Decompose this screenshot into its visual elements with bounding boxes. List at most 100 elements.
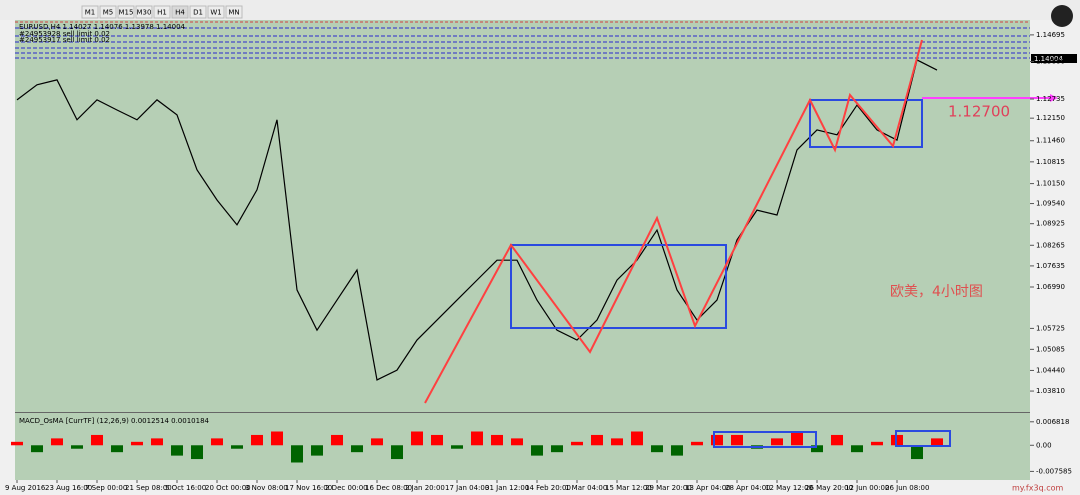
macd-bar <box>771 438 783 446</box>
timeframe-label: H4 <box>175 9 185 17</box>
x-tick-label: 9 Aug 2016 <box>5 484 46 492</box>
macd-bar <box>671 445 683 456</box>
timeframe-label: W1 <box>210 9 221 17</box>
timeframe-button[interactable] <box>81 5 99 19</box>
macd-bar <box>631 431 643 446</box>
toolbar <box>0 0 1080 20</box>
y-tick-label: 1.03810 <box>1036 387 1065 395</box>
macd-bar <box>11 441 23 446</box>
plot <box>11 59 943 463</box>
macd-bar <box>231 445 243 449</box>
y-tick-label: 1.05085 <box>1036 345 1065 353</box>
y-tick-label: 1.10150 <box>1036 180 1065 188</box>
timeframe-label: M1 <box>85 9 96 17</box>
macd-bar <box>851 445 863 453</box>
macd-bar <box>191 445 203 460</box>
macd-bar <box>251 434 263 446</box>
x-tick-label: 23 Aug 16:00 <box>45 484 92 492</box>
y-tick-label: 1.12735 <box>1036 95 1065 103</box>
x-tick-label: 2 Dec 00:00 <box>325 484 368 492</box>
timeframe-button[interactable] <box>135 5 153 19</box>
timeframe-button[interactable] <box>153 5 171 19</box>
y-tick-label: 1.07635 <box>1036 262 1065 270</box>
x-tick-label: 20 Oct 00:00 <box>205 484 251 492</box>
y-tick-label: 1.09540 <box>1036 200 1065 208</box>
timeframe-label: M30 <box>137 9 152 17</box>
x-tick-label: 13 Apr 04:00 <box>685 484 731 492</box>
x-tick-label: 1 Mar 04:00 <box>565 484 607 492</box>
current-price-box <box>1031 54 1077 63</box>
macd-bar <box>331 434 343 446</box>
macd-bar <box>831 434 843 446</box>
y-tick-label: 1.04440 <box>1036 366 1065 374</box>
macd-bar <box>311 445 323 456</box>
y-tick-label: 1.12150 <box>1036 114 1065 122</box>
annotations <box>424 39 1058 448</box>
macd-bar <box>571 441 583 446</box>
macd-bar <box>931 438 943 446</box>
macd-bar <box>171 445 183 456</box>
x-tick-label: 17 Nov 16:00 <box>285 484 332 492</box>
y-tick-label: 1.08925 <box>1036 220 1065 228</box>
y-tick-label: 0.006818 <box>1036 418 1069 426</box>
macd-bar <box>611 438 623 446</box>
macd-bar <box>291 445 303 463</box>
timeframe-button[interactable] <box>189 5 207 19</box>
macd-bar <box>731 434 743 446</box>
x-tick-label: 12 Jun 00:00 <box>845 484 889 492</box>
order-label: #24953917 sell limit 0.02 <box>19 36 110 44</box>
timeframe-button[interactable] <box>207 5 225 19</box>
x-tick-label: 5 Oct 16:00 <box>165 484 206 492</box>
timeframe-bar: M1 M5 M15 M30 H1 H4 D1 W1 MN <box>81 5 243 19</box>
macd-bar <box>551 445 563 453</box>
x-tick-label: 16 Dec 08:00 <box>365 484 412 492</box>
x-tick-label: 2 Jan 20:00 <box>405 484 445 492</box>
y-tick-label: 1.10815 <box>1036 158 1065 166</box>
y-tick-label: 1.11460 <box>1036 137 1065 145</box>
macd-bar <box>91 434 103 446</box>
macd-bar <box>211 438 223 446</box>
macd-bar <box>591 434 603 446</box>
macd-bar <box>531 445 543 456</box>
macd-bar <box>131 441 143 446</box>
macd-bar <box>71 445 83 449</box>
timeframe-button[interactable] <box>171 5 189 19</box>
macd-bar <box>271 431 283 446</box>
x-tick-label: 17 Jan 04:00 <box>445 484 489 492</box>
current-price: 1.14004 <box>1034 55 1063 63</box>
y-tick-label: 1.14695 <box>1036 31 1065 39</box>
x-tick-label: 3 Nov 08:00 <box>245 484 288 492</box>
macd-bar <box>471 431 483 446</box>
macd-bar <box>111 445 123 453</box>
macd-bar <box>411 431 423 446</box>
avatar[interactable] <box>1051 5 1073 27</box>
y-tick-label: 1.05725 <box>1036 324 1065 332</box>
timeframe-button[interactable] <box>117 5 135 19</box>
y-tick-label: 1.08265 <box>1036 241 1065 249</box>
timeframe-button[interactable] <box>99 5 117 19</box>
macd-bar <box>31 445 43 453</box>
symbol-line: EURUSD,H4 1.14027 1.14076 1.13978 1.1400… <box>19 23 186 31</box>
y-tick-label: 1.06990 <box>1036 283 1065 291</box>
x-tick-label: 31 Jan 12:00 <box>485 484 529 492</box>
timeframe-button[interactable] <box>225 5 243 19</box>
price-panel <box>15 20 1030 412</box>
macd-bar <box>871 441 883 446</box>
x-tick-label: 28 Apr 04:00 <box>725 484 771 492</box>
macd-bar <box>711 434 723 446</box>
x-tick-label: 26 Jun 08:00 <box>885 484 929 492</box>
x-tick-label: 12 May 12:00 <box>765 484 813 492</box>
caption: 欧美，4小时图 <box>890 284 983 300</box>
macd-bar <box>431 434 443 446</box>
macd-bar <box>151 438 163 446</box>
x-tick-label: 26 May 20:00 <box>805 484 853 492</box>
level-label: 1.12700 <box>948 103 1010 121</box>
x-tick-label: 15 Mar 12:00 <box>605 484 652 492</box>
x-tick-label: 7 Sep 00:00 <box>85 484 127 492</box>
watermark: my.fx3q.com <box>1012 484 1063 493</box>
x-tick-label: 14 Feb 20:00 <box>525 484 571 492</box>
macd-bar <box>691 441 703 446</box>
macd-bar <box>391 445 403 460</box>
order-lines <box>15 27 1030 59</box>
x-tick-label: 29 Mar 20:00 <box>645 484 692 492</box>
